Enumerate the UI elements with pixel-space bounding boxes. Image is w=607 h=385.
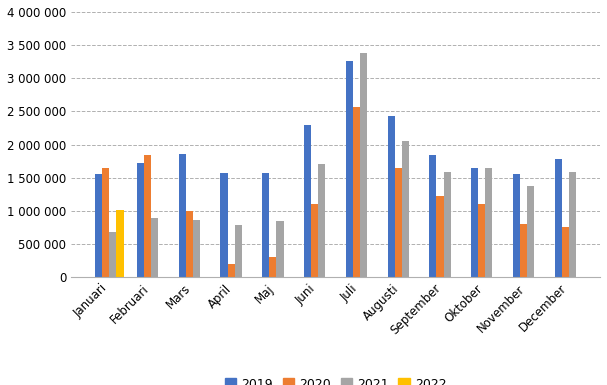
Bar	[193, 220, 200, 277]
Bar	[304, 125, 311, 277]
Bar	[95, 174, 102, 277]
Bar	[228, 264, 235, 277]
Bar	[102, 169, 109, 277]
Bar	[478, 204, 486, 277]
Bar	[486, 169, 492, 277]
Legend: 2019, 2020, 2021, 2022: 2019, 2020, 2021, 2022	[220, 373, 452, 385]
Bar	[318, 164, 325, 277]
Bar	[562, 227, 569, 277]
Bar	[395, 168, 402, 277]
Bar	[346, 61, 353, 277]
Bar	[555, 159, 562, 277]
Bar	[436, 196, 444, 277]
Bar	[360, 53, 367, 277]
Bar	[520, 224, 527, 277]
Bar	[235, 225, 242, 277]
Bar	[353, 107, 360, 277]
Bar	[388, 116, 395, 277]
Bar	[513, 174, 520, 277]
Bar	[137, 163, 144, 277]
Bar	[402, 141, 409, 277]
Bar	[276, 221, 283, 277]
Bar	[262, 173, 270, 277]
Bar	[527, 186, 534, 277]
Bar	[429, 155, 436, 277]
Bar	[117, 209, 123, 277]
Bar	[569, 172, 576, 277]
Bar	[186, 211, 193, 277]
Bar	[109, 232, 117, 277]
Bar	[471, 169, 478, 277]
Bar	[178, 154, 186, 277]
Bar	[311, 204, 318, 277]
Bar	[144, 155, 151, 277]
Bar	[270, 257, 276, 277]
Bar	[444, 172, 450, 277]
Bar	[220, 173, 228, 277]
Bar	[151, 218, 158, 277]
